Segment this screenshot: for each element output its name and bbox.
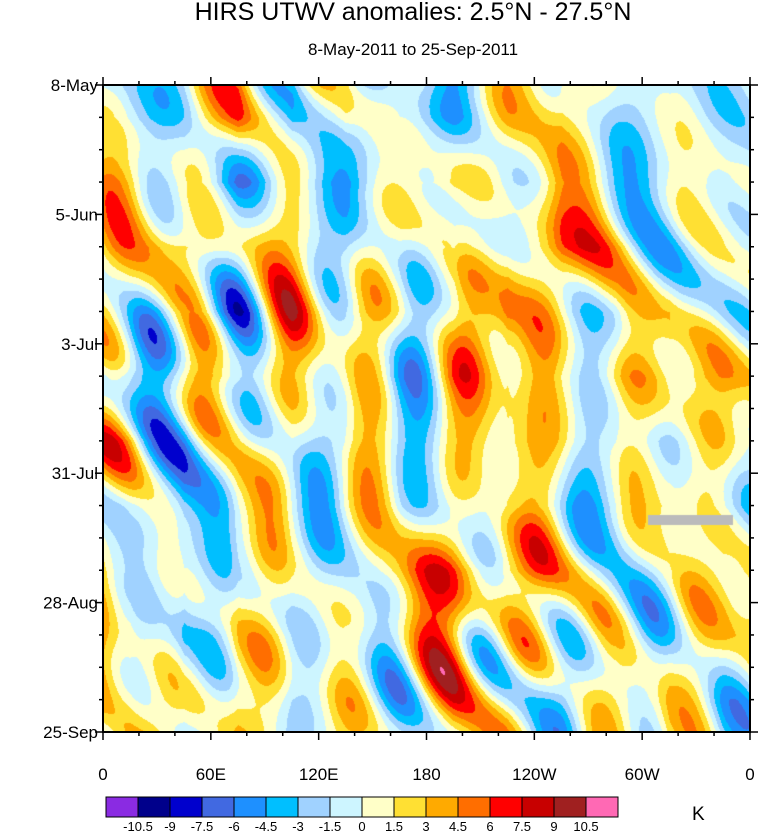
y-tick-label: 3-Jul (61, 335, 98, 354)
colorbar-swatch (393, 796, 427, 818)
colorbar-label: 10.5 (573, 819, 598, 834)
x-tick-label: 0 (98, 765, 107, 784)
colorbar-swatch (361, 796, 395, 818)
colorbar-label: 3 (422, 819, 429, 834)
hovmoller-heatmap (103, 85, 750, 732)
chart-subtitle: 8-May-2011 to 25-Sep-2011 (307, 40, 519, 59)
colorbar-label: 1.5 (385, 819, 403, 834)
colorbar-units: K (692, 804, 705, 825)
y-tick-label: 8-May (51, 76, 99, 95)
y-tick-label: 25-Sep (43, 723, 98, 742)
colorbar-swatch (201, 796, 235, 818)
colorbar-label: 0 (358, 819, 365, 834)
colorbar-swatch (265, 796, 299, 818)
colorbar-swatch (329, 796, 363, 818)
colorbar-label: -6 (228, 819, 240, 834)
colorbar-swatch (137, 796, 171, 818)
colorbar-swatch (585, 796, 619, 818)
colorbar-swatch (457, 796, 491, 818)
colorbar-swatch (233, 796, 267, 818)
plot-frame (102, 84, 751, 733)
colorbar-swatch (489, 796, 523, 818)
colorbar-swatch (105, 796, 139, 818)
colorbar-label: 4.5 (449, 819, 467, 834)
colorbar-label: -7.5 (191, 819, 213, 834)
chart-title: HIRS UTWV anomalies: 2.5°N - 27.5°N (194, 0, 632, 26)
colorbar-label: -4.5 (255, 819, 277, 834)
x-tick-label: 60W (625, 765, 660, 784)
colorbar-label: -9 (164, 819, 176, 834)
colorbar-swatch (425, 796, 459, 818)
colorbar-swatch (553, 796, 587, 818)
colorbar-label: 7.5 (513, 819, 531, 834)
colorbar-swatch (169, 796, 203, 818)
colorbar-swatch (297, 796, 331, 818)
colorbar-label: -1.5 (319, 819, 341, 834)
x-tick-label: 0 (745, 765, 754, 784)
x-tick-label: 60E (196, 765, 226, 784)
x-tick-label: 180 (412, 765, 440, 784)
x-tick-label: 120W (512, 765, 556, 784)
colorbar-label: -3 (292, 819, 304, 834)
colorbar-label: 6 (486, 819, 493, 834)
colorbar-swatch (521, 796, 555, 818)
colorbar-label: 9 (550, 819, 557, 834)
y-tick-label: 5-Jun (55, 205, 98, 224)
y-tick-label: 28-Aug (43, 594, 98, 613)
x-tick-label: 120E (299, 765, 339, 784)
colorbar-label: -10.5 (123, 819, 153, 834)
y-tick-label: 31-Jul (52, 464, 98, 483)
